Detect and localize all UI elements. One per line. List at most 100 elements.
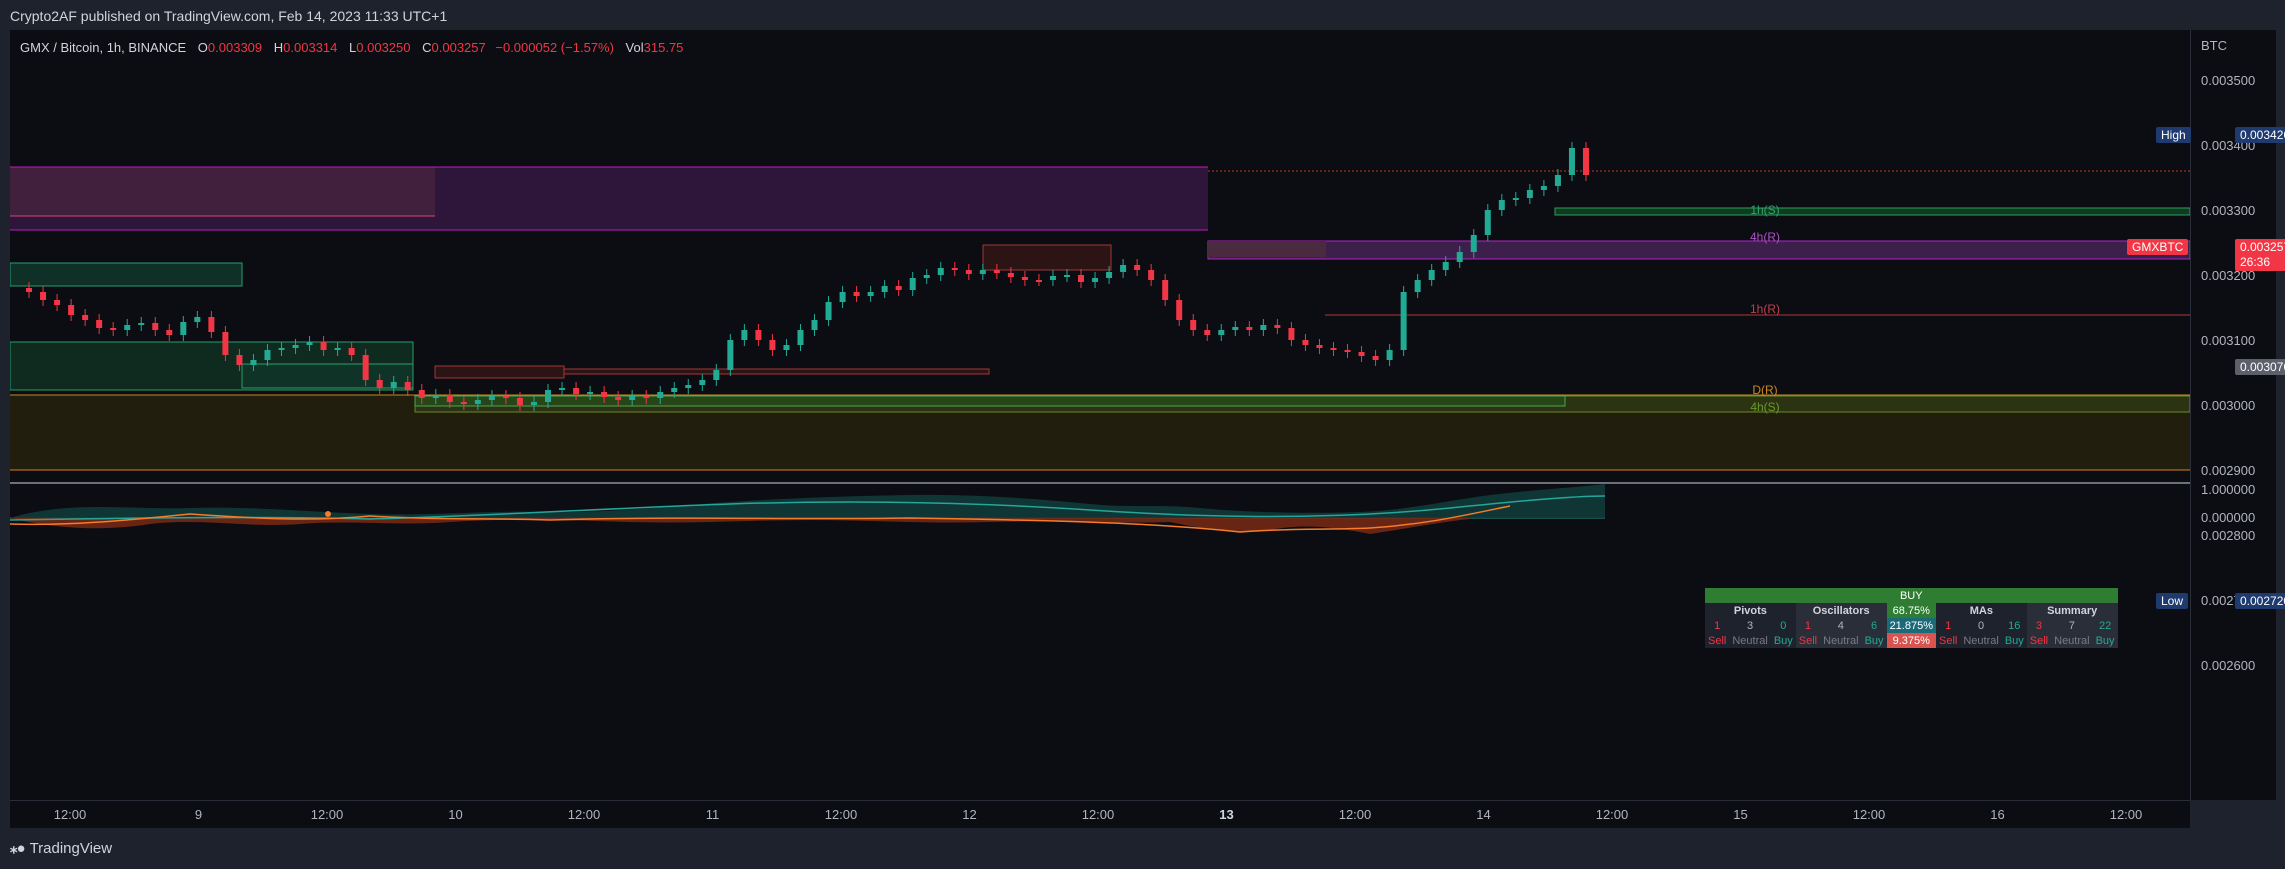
candle-body xyxy=(923,275,930,278)
candle-body xyxy=(1120,265,1127,272)
tech-count: 16 xyxy=(2001,618,2027,633)
candle-body xyxy=(292,345,299,348)
price-tick: 0.002800 xyxy=(2201,528,2255,543)
oscillator-dot xyxy=(325,511,331,517)
candle-body xyxy=(1428,270,1435,280)
candle-body xyxy=(909,278,916,290)
price-tick: 0.003000 xyxy=(2201,398,2255,413)
candle-body xyxy=(769,340,776,350)
tech-neutral-pct: 21.875% xyxy=(1886,618,1936,633)
brand-name: TradingView xyxy=(29,839,113,857)
bar-countdown: 26:36 xyxy=(2240,255,2271,269)
candle-body xyxy=(1330,348,1337,350)
candle-body xyxy=(797,330,804,345)
candle-body xyxy=(1092,278,1099,282)
candle-body xyxy=(573,388,580,394)
candle-body xyxy=(1246,327,1253,330)
tech-buy-pct: 68.75% xyxy=(1886,603,1936,618)
time-label: 11 xyxy=(706,807,720,822)
brand[interactable]: ⁎● TradingView xyxy=(10,839,113,858)
price-tick: 0.003100 xyxy=(2201,333,2255,348)
tech-count: 1 xyxy=(1936,618,1961,633)
time-label: 12 xyxy=(962,807,976,822)
tech-count: 1 xyxy=(1705,618,1730,633)
candle-body xyxy=(587,392,594,394)
candle-body xyxy=(1386,350,1393,360)
candle-body xyxy=(993,270,1000,273)
candle-body xyxy=(1582,148,1589,175)
low-label: L xyxy=(349,40,357,55)
candle-body xyxy=(1162,280,1169,300)
oscillator-indicator xyxy=(10,484,1606,534)
time-axis-canvas[interactable]: 12:00 9 12:00 10 12:00 11 12:00 12 12:00 13 12:00 1… xyxy=(10,801,2190,828)
candle-body xyxy=(1148,270,1155,280)
candle-body xyxy=(26,288,33,292)
price-axis-canvas[interactable]: BTC 0.0035000.0034000.0033000.0032000.00… xyxy=(2191,30,2276,800)
time-label: 12:00 xyxy=(1339,807,1372,822)
candle-body xyxy=(1078,275,1085,282)
tech-label: Sell xyxy=(1936,633,1961,648)
tech-count: 0 xyxy=(1770,618,1796,633)
candle-body xyxy=(1400,292,1407,350)
label-4h-resistance: 4h(R) xyxy=(1750,230,1780,244)
candle-body xyxy=(1442,262,1449,270)
candle-body xyxy=(1063,275,1070,277)
label-1h-support: 1h(S) xyxy=(1750,203,1779,217)
tech-label: Sell xyxy=(2026,633,2052,648)
candle-body xyxy=(1456,252,1463,262)
time-label: 12:00 xyxy=(825,807,858,822)
candle-body xyxy=(895,286,902,290)
oscillator-wave-up xyxy=(10,484,1605,518)
red-zone-1 xyxy=(434,365,565,379)
tech-label: Sell xyxy=(1795,633,1821,648)
label-4h-support: 4h(S) xyxy=(1750,400,1779,414)
tech-label: Neutral xyxy=(2051,633,2093,648)
tech-label: Neutral xyxy=(1820,633,1862,648)
candle-body xyxy=(1021,277,1028,280)
high-marker-value: 0.003426 xyxy=(2235,127,2285,143)
candlestick-series xyxy=(26,142,1589,411)
tech-count: 7 xyxy=(2051,618,2093,633)
candle-body xyxy=(460,402,467,404)
candle-body xyxy=(376,380,383,388)
green-demand-zone-left xyxy=(10,262,243,287)
time-label: 14 xyxy=(1476,807,1490,822)
technicals-widget: BUY Pivots Oscillators 68.75% MAs Summar… xyxy=(1705,588,2118,648)
price-axis[interactable]: BTC 0.003500 0.003400 0.003300 0.003200 0.00… xyxy=(2127,30,2285,800)
symbol-title[interactable]: GMX / Bitcoin, 1h, BINANCE xyxy=(20,40,187,55)
oscillator-tick: 0.000000 xyxy=(2201,510,2255,525)
time-label: 12:00 xyxy=(568,807,601,822)
level-price-tag: 0.003076 xyxy=(2235,359,2285,375)
candle-body xyxy=(208,317,215,332)
candle-body xyxy=(516,398,523,405)
chart-canvas[interactable]: 1h(S) 4h(R) 1h(R) D(R) 4h(S) xyxy=(10,30,2190,800)
candle-body xyxy=(488,396,495,400)
zone-4h-support-inner xyxy=(414,395,1566,407)
candle-body xyxy=(152,323,159,330)
time-label: 10 xyxy=(448,807,462,822)
price-tick: 0.003500 xyxy=(2201,73,2255,88)
candle-body xyxy=(320,342,327,350)
candle-body xyxy=(601,392,608,397)
candle-body xyxy=(783,345,790,350)
symbol-price-tag: GMXBTC xyxy=(2127,239,2189,255)
candle-body xyxy=(867,292,874,296)
change-value: −0.000052 (−1.57%) xyxy=(495,40,614,55)
tech-header-mas: MAs xyxy=(1936,603,2027,618)
candle-body xyxy=(334,348,341,350)
candle-body xyxy=(278,348,285,350)
candle-body xyxy=(853,292,860,296)
time-axis[interactable]: 12:00 9 12:00 10 12:00 11 12:00 12 12:00 13 12:00 1… xyxy=(10,800,2190,828)
candle-body xyxy=(404,382,411,390)
tech-header-oscillators: Oscillators xyxy=(1795,603,1887,618)
time-label: 12:00 xyxy=(311,807,344,822)
chart-pane[interactable]: 1h(S) 4h(R) 1h(R) D(R) 4h(S) GMX / Bitco… xyxy=(10,30,2190,800)
candle-body xyxy=(446,395,453,402)
candle-body xyxy=(1176,300,1183,320)
candle-body xyxy=(194,317,201,322)
publish-info: Crypto2AF published on TradingView.com, … xyxy=(10,8,448,24)
candle-body xyxy=(222,332,229,355)
tech-label: Sell xyxy=(1705,633,1730,648)
candle-body xyxy=(1274,325,1281,328)
candle-body xyxy=(713,370,720,380)
